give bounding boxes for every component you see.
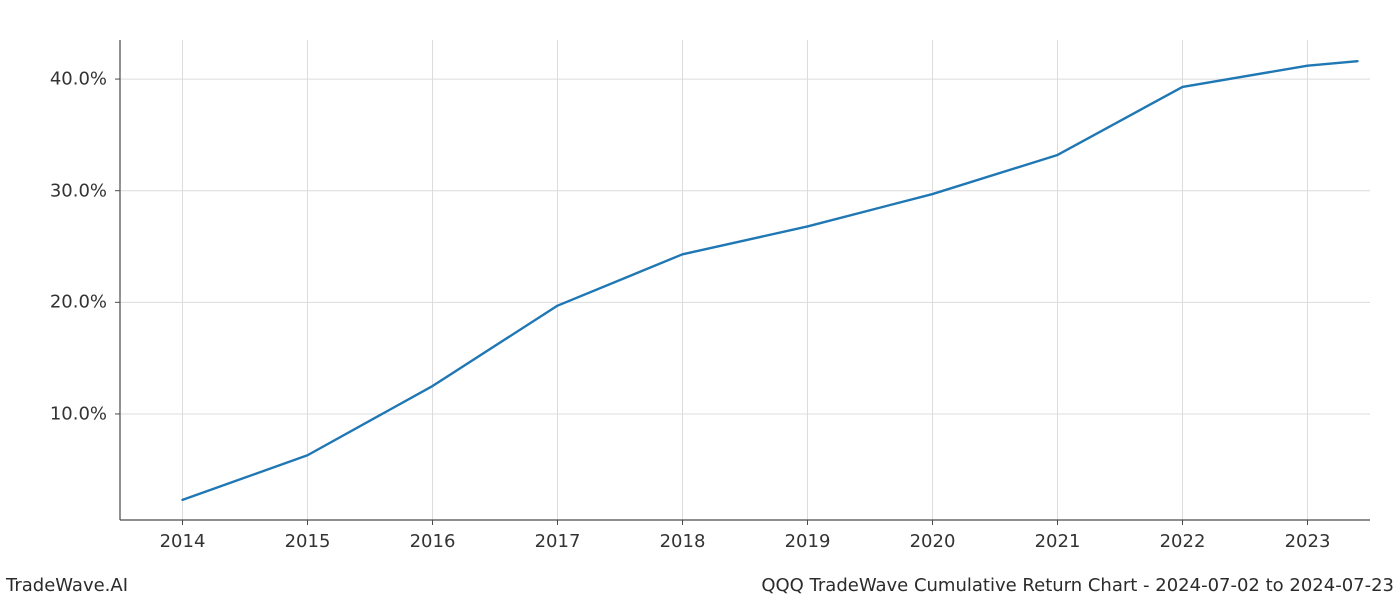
chart-container: 2014 2015 2016 2017 2018 2019 2020 2021 2022 2023… — [0, 0, 1400, 600]
x-tick-label: 2016 — [410, 531, 456, 552]
footer-caption: QQQ TradeWave Cumulative Return Chart - … — [761, 575, 1394, 596]
x-tick-label: 2015 — [285, 531, 331, 552]
x-tick-label: 2022 — [1160, 531, 1206, 552]
series-line — [183, 61, 1358, 500]
x-tick-label: 2020 — [910, 531, 956, 552]
footer-brand: TradeWave.AI — [6, 575, 128, 596]
x-tick-label: 2023 — [1285, 531, 1331, 552]
y-tick-label: 10.0% — [50, 403, 107, 424]
x-tick-label: 2014 — [160, 531, 206, 552]
y-tick-label: 30.0% — [50, 180, 107, 201]
line-chart — [0, 0, 1400, 600]
x-tick-label: 2017 — [535, 531, 581, 552]
x-tick-label: 2019 — [785, 531, 831, 552]
x-tick-label: 2018 — [660, 531, 706, 552]
y-tick-label: 40.0% — [50, 69, 107, 90]
x-tick-label: 2021 — [1035, 531, 1081, 552]
y-tick-label: 20.0% — [50, 292, 107, 313]
